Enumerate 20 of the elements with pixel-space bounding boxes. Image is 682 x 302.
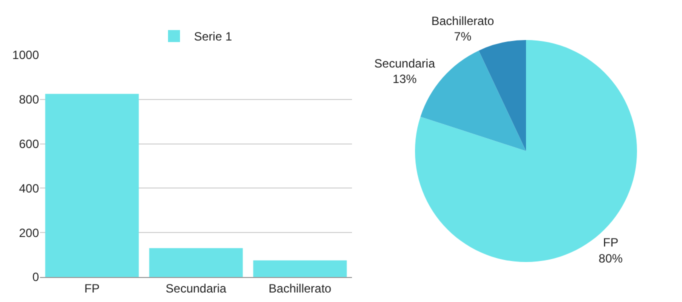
x-tick-label: Secundaria xyxy=(166,281,227,296)
y-tick-label: 600 xyxy=(18,137,40,151)
bar xyxy=(45,94,139,277)
x-tick-label: FP xyxy=(84,281,100,296)
y-tick-label: 800 xyxy=(18,92,40,107)
bar xyxy=(253,260,347,277)
bar xyxy=(149,248,243,277)
y-tick-label: 200 xyxy=(18,226,40,240)
data-label: 80% xyxy=(598,251,623,266)
legend-label: Serie 1 xyxy=(194,30,232,44)
y-tick-label: 0 xyxy=(32,270,40,284)
slice-label: FP xyxy=(602,236,618,250)
y-tick-label: 1000 xyxy=(12,48,40,62)
pie-slice xyxy=(478,40,526,151)
x-tick-label: Bachillerato xyxy=(268,281,332,296)
data-label: 7% xyxy=(454,29,472,44)
slice-label: Bachillerato xyxy=(431,14,494,28)
y-tick-label: 400 xyxy=(18,181,40,196)
data-label: 13% xyxy=(392,72,417,86)
slice-label: Secundaria xyxy=(374,56,436,70)
